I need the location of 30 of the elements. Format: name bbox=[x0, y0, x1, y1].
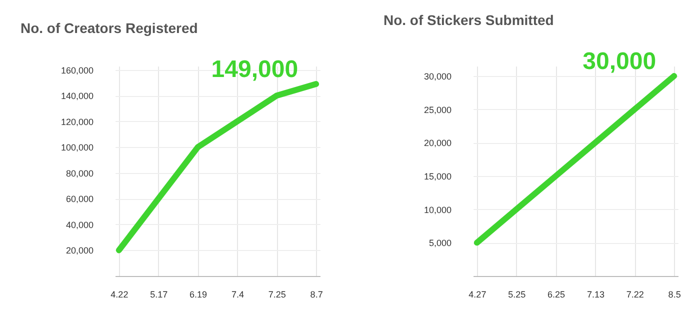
y-tick-label: 140,000 bbox=[60, 91, 94, 102]
x-tick-label: 8.5 bbox=[668, 290, 681, 300]
y-tick-label: 80,000 bbox=[66, 168, 94, 178]
x-tick-label: 7.22 bbox=[626, 290, 644, 300]
x-tick-label: 8.7 bbox=[310, 290, 323, 300]
x-tick-label: 4.27 bbox=[468, 290, 486, 300]
chart-title: No. of Stickers Submitted bbox=[383, 12, 554, 28]
y-tick-label: 20,000 bbox=[424, 138, 452, 148]
annotation: 149,000 bbox=[211, 56, 298, 84]
y-tick-label: 120,000 bbox=[60, 116, 94, 127]
y-tick-label: 40,000 bbox=[66, 220, 94, 230]
x-tick-label: 5.17 bbox=[150, 290, 168, 300]
y-tick-label: 160,000 bbox=[60, 65, 94, 76]
y-tick-label: 5,000 bbox=[428, 238, 452, 248]
x-tick-label: 7.13 bbox=[586, 290, 604, 300]
y-tick-label: 60,000 bbox=[66, 194, 94, 204]
x-tick-label: 6.19 bbox=[190, 290, 208, 300]
x-tick-label: 7.25 bbox=[268, 290, 286, 300]
y-tick-label: 25,000 bbox=[424, 104, 452, 115]
chart-title: No. of Creators Registered bbox=[20, 20, 198, 36]
y-tick-label: 30,000 bbox=[424, 72, 452, 82]
x-tick-label: 4.22 bbox=[110, 290, 128, 300]
y-tick-label: 100,000 bbox=[60, 142, 94, 153]
annotation: 30,000 bbox=[582, 48, 656, 75]
y-tick-label: 15,000 bbox=[424, 172, 452, 182]
x-tick-label: 6.25 bbox=[548, 290, 566, 300]
x-tick-label: 5.25 bbox=[508, 290, 526, 300]
x-tick-label: 7.4 bbox=[231, 290, 244, 300]
y-tick-label: 20,000 bbox=[66, 246, 94, 256]
y-tick-label: 10,000 bbox=[424, 204, 452, 215]
